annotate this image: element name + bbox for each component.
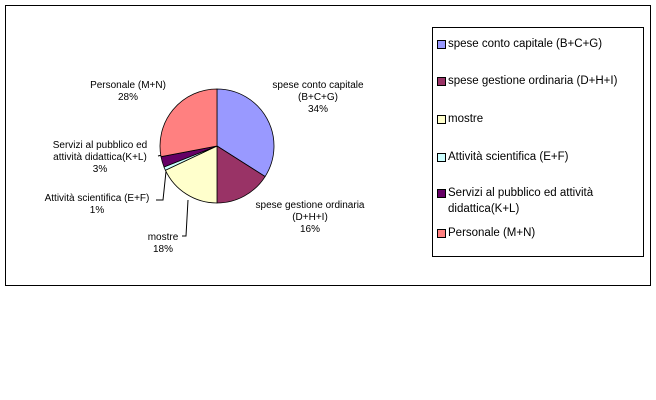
legend-swatch xyxy=(437,77,446,86)
data-label-value: 18% xyxy=(152,244,173,255)
leader-line xyxy=(156,161,168,201)
data-label-value: 3% xyxy=(92,164,108,175)
pie-slice xyxy=(159,88,218,158)
legend-label: mostre xyxy=(448,113,484,125)
data-label-value: 28% xyxy=(117,92,138,103)
legend-label: Personale (M+N) xyxy=(448,227,536,239)
pie-slice xyxy=(216,145,266,204)
data-label: mostre 18% xyxy=(140,232,186,256)
data-label-name: mostre xyxy=(147,232,179,243)
data-label-name: Attività scientifica (E+F) xyxy=(44,193,150,204)
data-label-value: 1% xyxy=(89,205,105,216)
legend-box xyxy=(432,27,644,257)
data-label-name: spese conto capitale (B+C+G) xyxy=(272,80,364,103)
data-label-name: Servizi al pubblico ed attività didattic… xyxy=(52,140,148,163)
data-label-name: Personale (M+N) xyxy=(90,80,166,91)
data-label: Personale (M+N) 28% xyxy=(80,80,176,104)
data-label-name: spese gestione ordinaria (D+H+I) xyxy=(255,200,365,223)
legend-swatch xyxy=(437,153,446,162)
data-label: spese gestione ordinaria (D+H+I) 16% xyxy=(245,200,375,236)
legend-label: Servizi al pubblico ed attività didattic… xyxy=(448,187,594,215)
pie-slice xyxy=(164,145,218,204)
legend-swatch xyxy=(437,40,446,49)
data-label: spese conto capitale (B+C+G) 34% xyxy=(262,80,374,116)
legend-label: Attività scientifica (E+F) xyxy=(448,151,569,163)
legend-swatch xyxy=(437,229,446,238)
legend-label: spese conto capitale (B+C+G) xyxy=(448,38,603,50)
leader-line xyxy=(182,199,189,237)
legend-swatch xyxy=(437,115,446,124)
data-label: Attività scientifica (E+F) 1% xyxy=(36,193,158,217)
data-label-value: 16% xyxy=(299,224,320,235)
legend-label: spese gestione ordinaria (D+H+I) xyxy=(448,75,618,87)
data-label-value: 34% xyxy=(307,104,328,115)
legend-swatch xyxy=(437,189,446,198)
data-label: Servizi al pubblico ed attività didattic… xyxy=(40,140,160,176)
